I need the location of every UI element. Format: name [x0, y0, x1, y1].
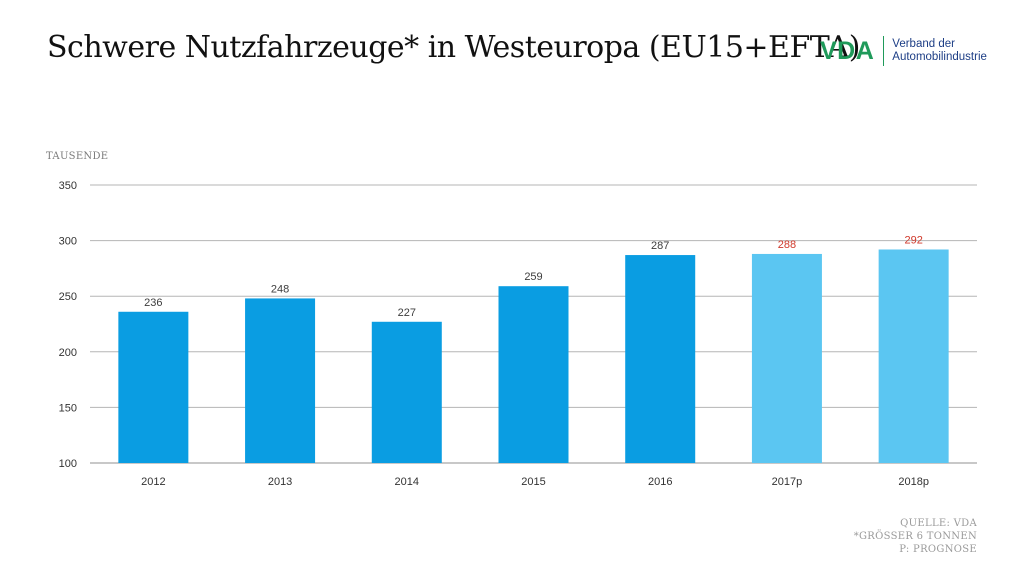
logo-line-1: Verband der [892, 38, 955, 50]
size-note: *GRÖSSER 6 TONNEN [853, 531, 977, 542]
x-tick-label: 2013 [268, 476, 292, 488]
footnotes: QUELLE: VDA *GRÖSSER 6 TONNEN P: PROGNOS… [854, 517, 977, 556]
source-note: QUELLE: VDA [900, 518, 977, 529]
bar [118, 311, 189, 463]
data-label: 236 [144, 297, 162, 309]
data-label: 248 [271, 283, 289, 295]
y-tick-label: 100 [59, 458, 77, 470]
x-tick-label: 2017p [772, 476, 803, 488]
y-tick-label: 300 [59, 236, 77, 248]
logo-divider [883, 36, 885, 66]
x-tick-label: 2016 [648, 476, 672, 488]
bar [245, 298, 316, 463]
data-label: 288 [778, 239, 796, 251]
y-axis-unit-label: TAUSENDE [46, 151, 109, 162]
bar [751, 253, 822, 463]
bar [625, 255, 696, 463]
x-tick-label: 2015 [521, 476, 545, 488]
forecast-note: P: PROGNOSE [899, 544, 977, 555]
y-tick-label: 250 [59, 291, 77, 303]
logo-text: Verband der Automobilindustrie [892, 38, 987, 64]
data-label: 287 [651, 240, 669, 252]
y-tick-label: 350 [59, 180, 77, 192]
x-tick-label: 2018p [898, 476, 929, 488]
y-tick-label: 150 [59, 402, 77, 414]
logo-mark: VDA [820, 36, 875, 65]
data-label: 227 [398, 307, 416, 319]
x-tick-label: 2012 [141, 476, 165, 488]
vda-logo: VDA Verband der Automobilindustrie [820, 36, 987, 66]
page-title: Schwere Nutzfahrzeuge* in Westeuropa (EU… [47, 30, 861, 65]
bar [371, 321, 442, 463]
bar [498, 286, 569, 463]
data-label: 292 [904, 234, 922, 246]
data-label: 259 [524, 271, 542, 283]
y-tick-label: 200 [59, 347, 77, 359]
logo-line-2: Automobilindustrie [892, 51, 987, 63]
bar [878, 249, 949, 463]
x-tick-label: 2014 [395, 476, 419, 488]
